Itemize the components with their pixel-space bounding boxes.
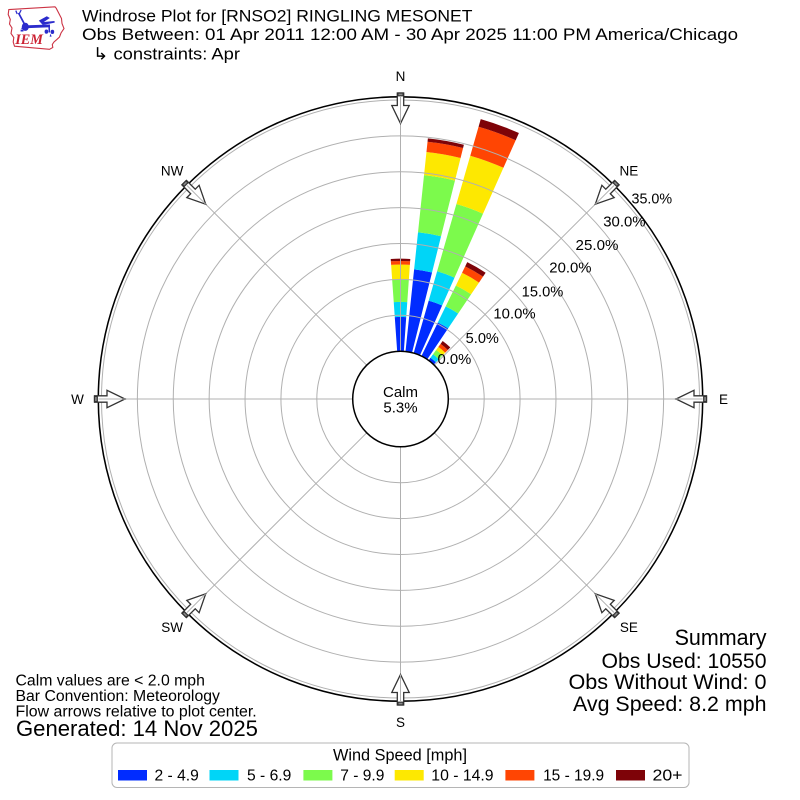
svg-text:7 - 9.9: 7 - 9.9 [340,768,384,785]
svg-text:Generated: 14 Nov 2025: Generated: 14 Nov 2025 [16,716,258,741]
svg-text:NW: NW [161,163,184,178]
svg-text:15 - 19.9: 15 - 19.9 [543,768,604,785]
svg-text:20+: 20+ [653,768,683,785]
svg-text:35.0%: 35.0% [632,191,673,207]
svg-text:25.0%: 25.0% [576,238,619,254]
svg-text:2 - 4.9: 2 - 4.9 [155,768,199,785]
svg-text:N: N [396,69,406,84]
svg-text:0.0%: 0.0% [438,352,472,368]
svg-text:NE: NE [620,163,639,178]
svg-text:Obs Without Wind: 0: Obs Without Wind: 0 [569,670,767,694]
svg-text:Windrose Plot for [RNSO2] RING: Windrose Plot for [RNSO2] RINGLING MESON… [82,7,472,26]
svg-text:Flow arrows relative to plot c: Flow arrows relative to plot center. [16,704,257,721]
svg-text:5 - 6.9: 5 - 6.9 [247,768,291,785]
svg-text:30.0%: 30.0% [603,214,645,230]
svg-text:Obs Used: 10550: Obs Used: 10550 [602,649,767,673]
svg-text:10.0%: 10.0% [493,307,535,323]
svg-text:IEM: IEM [14,32,43,48]
svg-text:5.0%: 5.0% [466,331,499,347]
svg-text:Summary: Summary [675,625,767,650]
svg-text:Calm: Calm [383,384,418,401]
svg-text:Obs Between: 01 Apr 2011 12:00: Obs Between: 01 Apr 2011 12:00 AM - 30 A… [82,25,738,44]
svg-text:↳ constraints: Apr: ↳ constraints: Apr [93,45,240,64]
svg-text:E: E [719,392,728,407]
svg-text:SW: SW [161,620,183,635]
svg-text:SE: SE [620,620,638,635]
svg-text:W: W [71,392,84,407]
svg-text:15.0%: 15.0% [522,284,564,300]
svg-text:S: S [396,715,405,730]
svg-text:10 - 14.9: 10 - 14.9 [431,768,493,785]
svg-text:Bar Convention: Meteorology: Bar Convention: Meteorology [16,688,221,705]
svg-text:5.3%: 5.3% [383,400,417,417]
svg-text:Wind Speed [mph]: Wind Speed [mph] [333,747,467,765]
svg-text:20.0%: 20.0% [549,261,591,277]
svg-text:Calm values are < 2.0 mph: Calm values are < 2.0 mph [16,673,205,690]
svg-text:Avg Speed: 8.2 mph: Avg Speed: 8.2 mph [573,692,767,716]
